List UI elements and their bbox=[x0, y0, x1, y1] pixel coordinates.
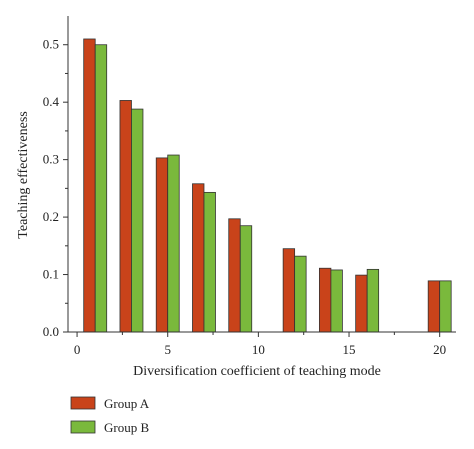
bar-group-b-5 bbox=[294, 255, 307, 333]
x-tick-label: 5 bbox=[164, 342, 171, 357]
legend: Group A Group B bbox=[70, 396, 150, 435]
bar-group-b-3 bbox=[203, 191, 216, 333]
bar-group-a-0 bbox=[83, 38, 96, 333]
bar-group-b-8 bbox=[439, 280, 452, 333]
bar-group-b-1 bbox=[131, 108, 144, 333]
bar-group-a-8 bbox=[427, 280, 441, 333]
bar-group-b-2 bbox=[167, 154, 180, 333]
bar-group-a-7 bbox=[355, 274, 368, 333]
x-axis-label: Diversification coefficient of teaching … bbox=[133, 364, 381, 379]
bar-group-a-5 bbox=[282, 248, 296, 333]
legend-swatch-group-a bbox=[70, 396, 96, 410]
y-tick-label: 0.0 bbox=[43, 324, 59, 339]
x-tick-label: 0 bbox=[74, 342, 81, 357]
bar-group-a-4 bbox=[228, 218, 241, 333]
y-ticks: 0.0 0.1 0.2 0.3 0.4 0.5 bbox=[43, 37, 68, 339]
bar-group-b-0 bbox=[94, 44, 108, 333]
bar-group-a-1 bbox=[119, 100, 132, 333]
axes bbox=[67, 16, 456, 333]
x-ticks: 0 5 10 15 20 bbox=[74, 332, 446, 357]
bar-group-a-3 bbox=[192, 183, 205, 333]
bar-group-b-6 bbox=[330, 269, 343, 333]
y-axis-label: Teaching effectiveness bbox=[16, 111, 31, 238]
y-tick-label: 0.2 bbox=[43, 209, 59, 224]
y-tick-label: 0.5 bbox=[43, 37, 59, 52]
bar-group-a-6 bbox=[318, 267, 332, 333]
x-tick-label: 10 bbox=[252, 342, 265, 357]
legend-swatch-group-b bbox=[70, 420, 96, 434]
bars bbox=[83, 38, 452, 333]
x-tick-label: 15 bbox=[343, 342, 356, 357]
bar-group-a-2 bbox=[155, 157, 169, 333]
bar-group-b-7 bbox=[366, 268, 380, 333]
y-tick-label: 0.1 bbox=[43, 267, 59, 282]
bar-group-b-4 bbox=[239, 225, 253, 333]
legend-label-group-b: Group B bbox=[104, 420, 149, 435]
y-tick-label: 0.4 bbox=[43, 94, 60, 109]
y-tick-label: 0.3 bbox=[43, 152, 59, 167]
x-tick-label: 20 bbox=[433, 342, 446, 357]
legend-label-group-a: Group A bbox=[104, 396, 150, 411]
